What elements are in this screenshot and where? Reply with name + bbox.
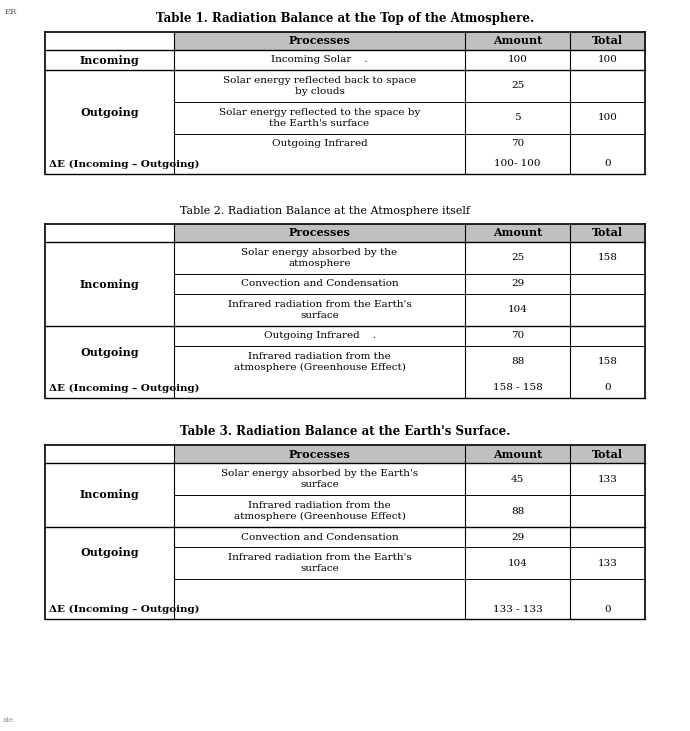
Bar [45,224,645,398]
Text: Infrared radiation from the
atmosphere (Greenhouse Effect): Infrared radiation from the atmosphere (… [233,501,406,520]
Text: ΔE (Incoming – Outgoing): ΔE (Incoming – Outgoing) [49,159,199,169]
Text: 104: 104 [508,306,527,314]
Text: 158 - 158: 158 - 158 [493,384,542,393]
Text: 104: 104 [508,558,527,567]
Text: 29: 29 [511,279,524,289]
Bar [570,445,645,463]
Text: Solar energy absorbed by the
atmosphere: Solar energy absorbed by the atmosphere [241,249,397,268]
Bar [465,445,570,463]
Text: ΔE (Incoming – Outgoing): ΔE (Incoming – Outgoing) [49,384,199,393]
Text: 133 - 133: 133 - 133 [493,605,542,613]
Text: Outgoing: Outgoing [80,346,139,357]
Text: Total: Total [592,227,623,238]
Text: 25: 25 [511,81,524,91]
Text: Total: Total [592,449,623,460]
Text: 0: 0 [604,159,611,169]
Text: Amount: Amount [493,36,542,47]
Bar [570,224,645,242]
Text: Total: Total [592,36,623,47]
Text: Outgoing Infrared    .: Outgoing Infrared . [264,331,375,341]
Bar [174,224,465,242]
Text: 29: 29 [511,532,524,542]
Text: Solar energy reflected to the space by
the Earth's surface: Solar energy reflected to the space by t… [219,108,420,128]
Text: 25: 25 [511,254,524,262]
Text: 45: 45 [511,474,524,483]
Bar [570,32,645,50]
Text: 70: 70 [511,140,524,148]
Bar [174,445,465,463]
Bar [45,32,645,174]
Text: Solar energy absorbed by the Earth's
surface: Solar energy absorbed by the Earth's sur… [221,469,418,489]
Text: Table 2. Radiation Balance at the Atmosphere itself: Table 2. Radiation Balance at the Atmosp… [180,206,470,216]
Text: ER: ER [5,8,17,16]
Text: Processes: Processes [288,449,351,460]
Text: 0: 0 [604,384,611,393]
Text: ΔE (Incoming – Outgoing): ΔE (Incoming – Outgoing) [49,605,199,613]
Bar [465,224,570,242]
Text: Incoming: Incoming [79,55,139,66]
Text: 5: 5 [514,113,521,123]
Text: Outgoing Infrared: Outgoing Infrared [272,140,367,148]
Text: Convection and Condensation: Convection and Condensation [241,279,398,289]
Bar [45,445,645,619]
Text: Solar energy reflected back to space
by clouds: Solar energy reflected back to space by … [223,76,416,96]
Text: Infrared radiation from the Earth's
surface: Infrared radiation from the Earth's surf… [228,553,411,572]
Text: 133: 133 [598,558,618,567]
Text: Convection and Condensation: Convection and Condensation [241,532,398,542]
Bar [465,32,570,50]
Text: Infrared radiation from the Earth's
surface: Infrared radiation from the Earth's surf… [228,300,411,319]
Text: 158: 158 [598,254,618,262]
Text: 0: 0 [604,605,611,613]
Text: Outgoing: Outgoing [80,107,139,118]
Text: Amount: Amount [493,227,542,238]
Text: 100: 100 [598,113,618,123]
Text: 100- 100: 100- 100 [494,159,541,169]
Text: Outgoing: Outgoing [80,548,139,558]
Bar [174,32,465,50]
Text: 100: 100 [508,56,527,64]
Text: Incoming: Incoming [79,490,139,501]
Text: Processes: Processes [288,227,351,238]
Text: Infrared radiation from the
atmosphere (Greenhouse Effect): Infrared radiation from the atmosphere (… [233,352,406,372]
Text: Processes: Processes [288,36,351,47]
Text: 100: 100 [598,56,618,64]
Text: 70: 70 [511,331,524,341]
Text: 88: 88 [511,507,524,515]
Text: Incoming: Incoming [79,279,139,289]
Text: Amount: Amount [493,449,542,460]
Text: 158: 158 [598,357,618,366]
Text: Incoming Solar    .: Incoming Solar . [271,56,368,64]
Text: 88: 88 [511,357,524,366]
Text: Table 3. Radiation Balance at the Earth's Surface.: Table 3. Radiation Balance at the Earth'… [180,425,510,438]
Text: ate: ate [3,716,14,724]
Text: 133: 133 [598,474,618,483]
Text: Table 1. Radiation Balance at the Top of the Atmosphere.: Table 1. Radiation Balance at the Top of… [156,12,534,25]
